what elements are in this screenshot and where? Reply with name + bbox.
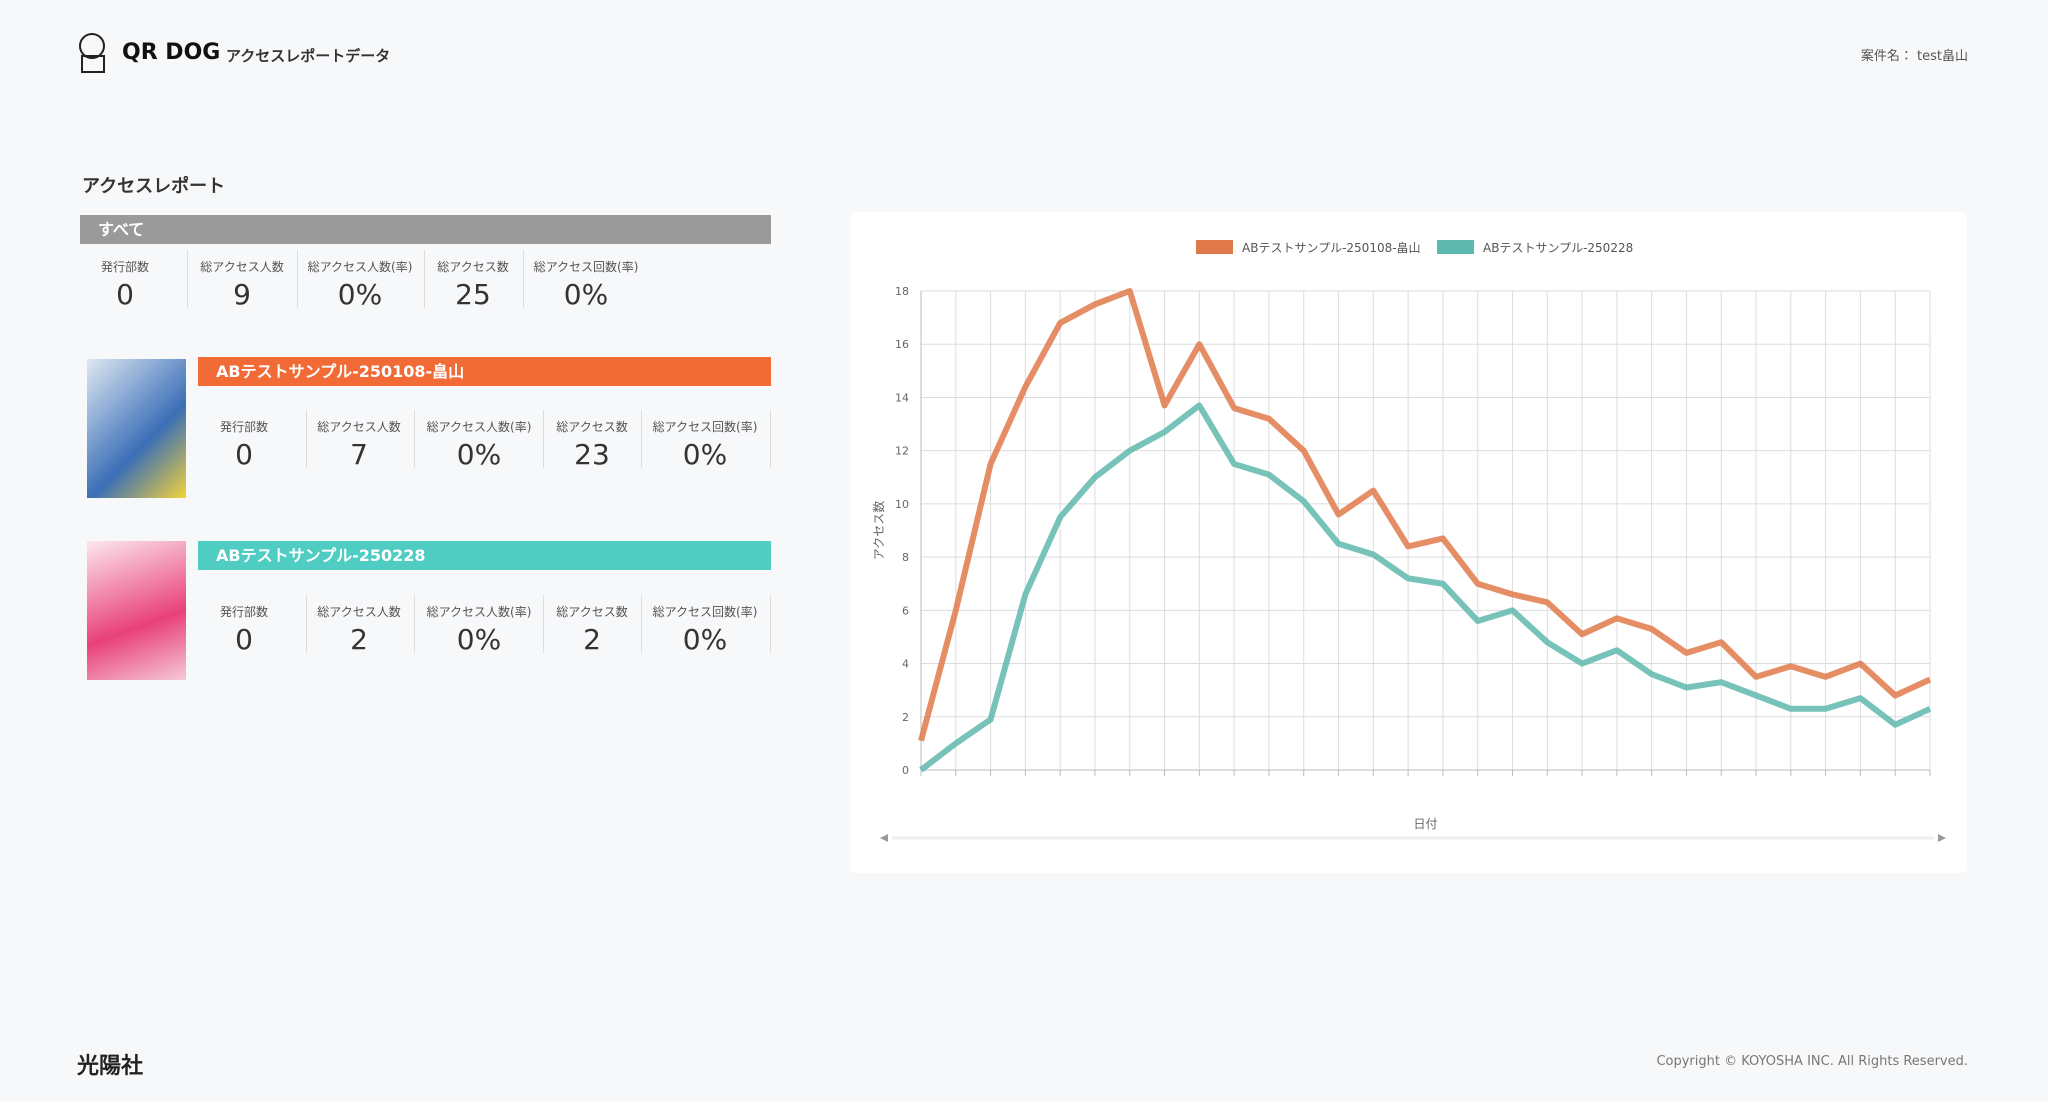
stat-value: 0 bbox=[116, 278, 134, 311]
stat-label: 発行部数 bbox=[219, 420, 269, 434]
copyright: Copyright © KOYOSHA INC. All Rights Rese… bbox=[1656, 1054, 1968, 1069]
stat-value: 0 bbox=[235, 623, 253, 656]
section-bar[interactable]: ABテストサンプル-250228 bbox=[198, 541, 771, 570]
stat-label: 総アクセス回数(率) bbox=[652, 420, 758, 434]
separator bbox=[641, 595, 642, 653]
y-axis-label: アクセス数 bbox=[871, 501, 886, 560]
stat-value: 2 bbox=[583, 623, 601, 656]
separator bbox=[424, 250, 425, 308]
stat-label: 総アクセス数 bbox=[556, 605, 628, 619]
stat-value: 0% bbox=[456, 438, 502, 471]
stat-value: 23 bbox=[574, 438, 610, 471]
separator bbox=[306, 595, 307, 653]
stat-value: 0% bbox=[682, 623, 728, 656]
line-series bbox=[918, 288, 1932, 742]
y-tick-label: 18 bbox=[895, 285, 909, 298]
logo-text: QR DOG bbox=[122, 40, 221, 65]
stat-value: 2 bbox=[350, 623, 368, 656]
stat-value: 7 bbox=[350, 438, 368, 471]
y-tick-label: 12 bbox=[895, 445, 909, 458]
stat-value: 0% bbox=[563, 278, 609, 311]
separator bbox=[523, 250, 524, 308]
company-logo: 光陽社 bbox=[77, 1054, 144, 1079]
stat-value: 0% bbox=[682, 438, 728, 471]
stat-label: 発行部数 bbox=[219, 605, 269, 619]
stat-label: 総アクセス人数(率) bbox=[426, 605, 532, 619]
scroll-left bbox=[880, 834, 888, 842]
separator bbox=[543, 595, 544, 653]
y-tick-label: 0 bbox=[902, 764, 909, 777]
separator bbox=[414, 595, 415, 653]
y-tick-label: 2 bbox=[902, 711, 909, 724]
stat-label: 総アクセス人数(率) bbox=[307, 260, 413, 274]
separator bbox=[641, 410, 642, 468]
y-tick-label: 10 bbox=[895, 498, 909, 511]
stat-label: 総アクセス人数 bbox=[200, 260, 284, 274]
stat-label: 総アクセス人数 bbox=[317, 605, 401, 619]
header-title: アクセスレポートデータ bbox=[226, 47, 391, 65]
y-tick-label: 4 bbox=[902, 658, 909, 671]
separator bbox=[187, 250, 188, 308]
stat-value: 25 bbox=[455, 278, 491, 311]
stat-label: 総アクセス人数(率) bbox=[426, 420, 532, 434]
thumbnail[interactable] bbox=[87, 541, 186, 680]
y-tick-label: 6 bbox=[902, 604, 909, 617]
legend-label: ABテストサンプル-250108-畠山 bbox=[1242, 240, 1421, 255]
separator bbox=[414, 410, 415, 468]
stat-label: 総アクセス回数(率) bbox=[533, 260, 639, 274]
y-tick-label: 14 bbox=[895, 391, 909, 404]
scroll-right bbox=[1938, 834, 1946, 842]
stat-value: 0% bbox=[337, 278, 383, 311]
logo-icon bbox=[79, 33, 105, 73]
stat-label: 総アクセス人数 bbox=[317, 420, 401, 434]
report-heading: アクセスレポート bbox=[82, 176, 226, 197]
stat-value: 0% bbox=[456, 623, 502, 656]
legend-swatch bbox=[1437, 240, 1474, 254]
x-axis-label: 日付 bbox=[1413, 817, 1437, 831]
y-tick-label: 8 bbox=[902, 551, 909, 564]
legend-label: ABテストサンプル-250228 bbox=[1483, 241, 1633, 255]
line-series bbox=[919, 402, 1932, 773]
stat-label: 総アクセス数 bbox=[556, 420, 628, 434]
separator bbox=[297, 250, 298, 308]
legend-swatch bbox=[1196, 240, 1233, 254]
section-bar[interactable]: ABテストサンプル-250108-畠山 bbox=[198, 357, 771, 386]
separator bbox=[770, 595, 771, 653]
thumbnail[interactable] bbox=[87, 359, 186, 498]
separator bbox=[770, 410, 771, 468]
separator bbox=[543, 410, 544, 468]
project-name: 案件名： test畠山 bbox=[1860, 49, 1968, 64]
separator bbox=[306, 410, 307, 468]
y-tick-label: 16 bbox=[895, 338, 909, 351]
stat-value: 9 bbox=[233, 278, 251, 311]
section-bar[interactable]: すべて bbox=[80, 215, 771, 244]
stat-label: 総アクセス数 bbox=[437, 260, 509, 274]
stat-label: 総アクセス回数(率) bbox=[652, 605, 758, 619]
stat-value: 0 bbox=[235, 438, 253, 471]
stat-label: 発行部数 bbox=[100, 260, 150, 274]
